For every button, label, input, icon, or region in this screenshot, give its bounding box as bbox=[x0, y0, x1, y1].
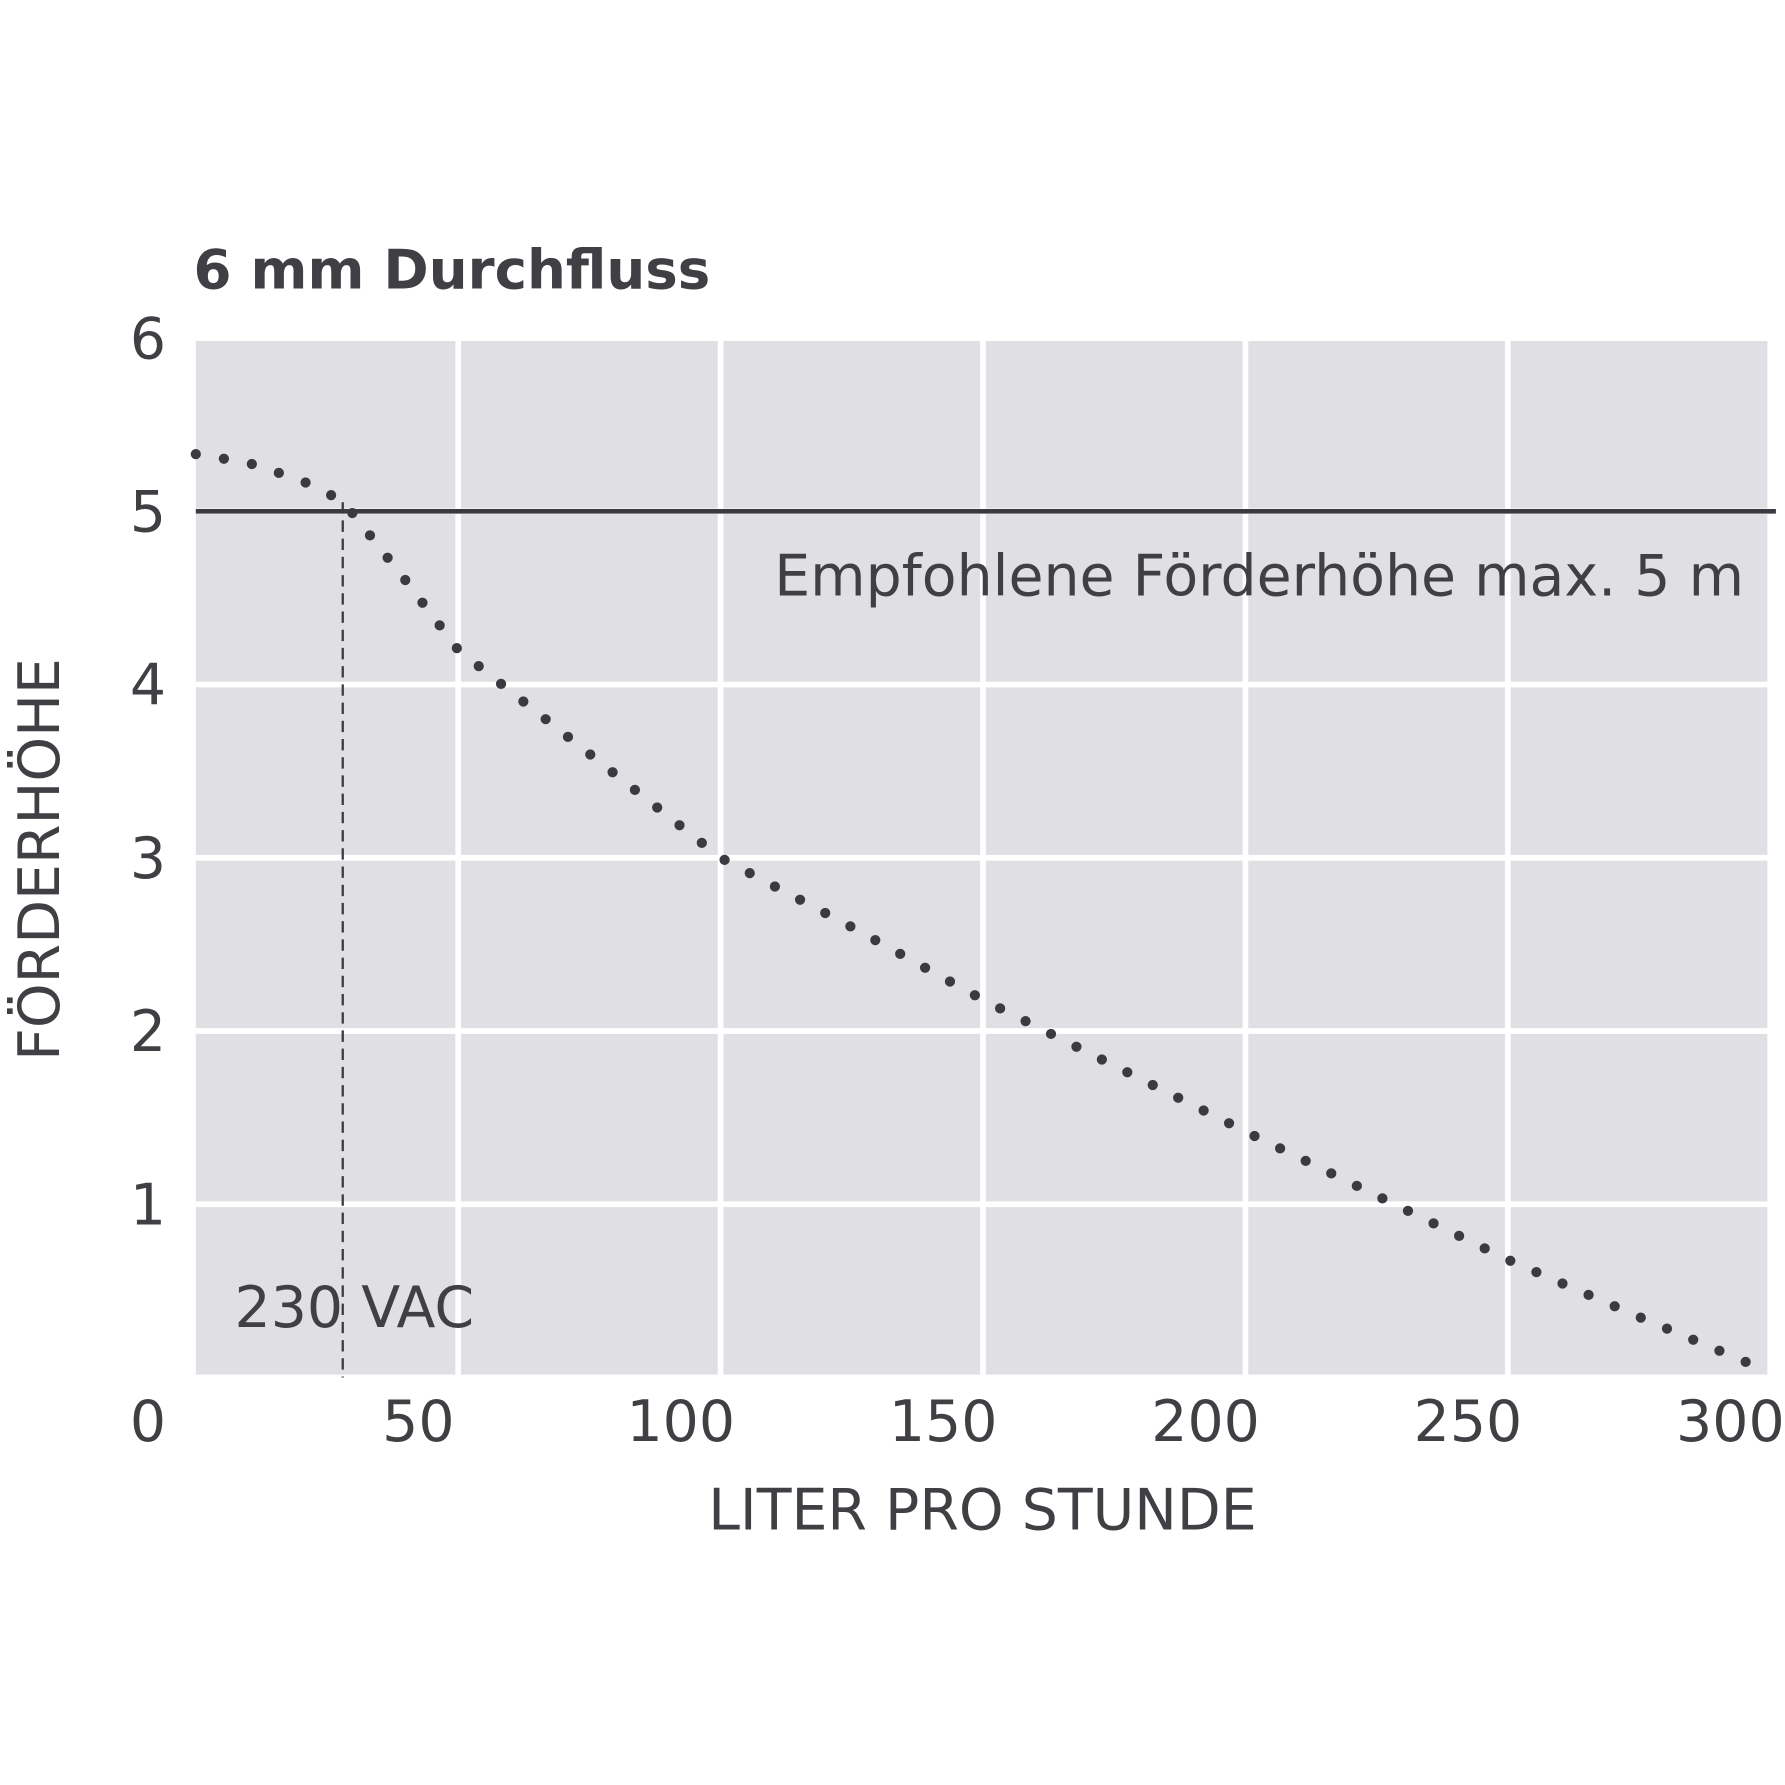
reference-label: 230 VAC bbox=[235, 1275, 475, 1341]
y-tick-label: 2 bbox=[130, 999, 166, 1065]
y-tick-label: 5 bbox=[130, 480, 166, 546]
reference-label: Empfohlene Förderhöhe max. 5 m bbox=[774, 543, 1744, 609]
x-tick-label: 50 bbox=[382, 1389, 454, 1455]
x-axis-label: LITER PRO STUNDE bbox=[708, 1478, 1256, 1544]
x-tick-label: 100 bbox=[626, 1389, 735, 1455]
y-tick-label: 6 bbox=[130, 306, 166, 372]
y-tick-label: 1 bbox=[130, 1172, 166, 1238]
y-axis-label: FÖRDERHÖHE bbox=[6, 658, 73, 1061]
y-tick-label: 3 bbox=[130, 826, 166, 892]
y-tick-label: 4 bbox=[130, 653, 166, 719]
chart-title: 6 mm Durchfluss bbox=[194, 237, 711, 301]
x-tick-label: 300 bbox=[1676, 1389, 1785, 1455]
x-tick-label: 200 bbox=[1151, 1389, 1260, 1455]
x-tick-label: 250 bbox=[1414, 1389, 1523, 1455]
y-tick-label: 0 bbox=[130, 1389, 166, 1455]
x-tick-label: 150 bbox=[889, 1389, 998, 1455]
